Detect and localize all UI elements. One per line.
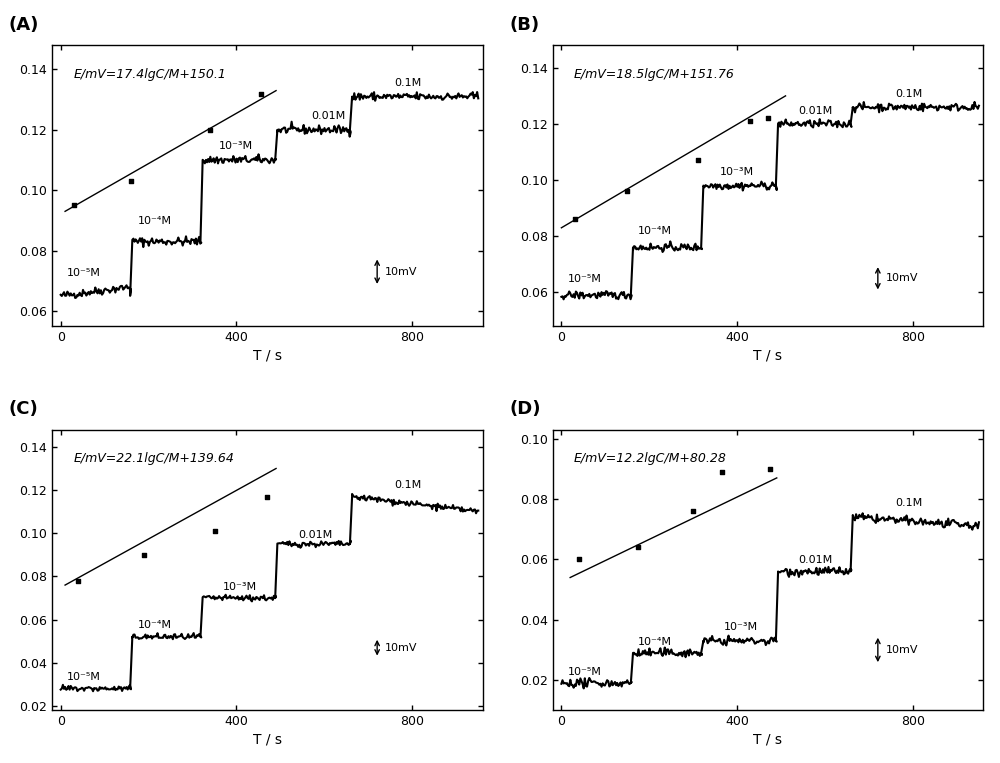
Text: 10mV: 10mV (886, 645, 918, 655)
Text: 10⁻⁵M: 10⁻⁵M (568, 274, 602, 284)
Point (567, 214, 583, 226)
Point (202, 124, 218, 136)
Text: 10⁻⁵M: 10⁻⁵M (67, 268, 101, 278)
Text: 10⁻³M: 10⁻³M (219, 141, 253, 151)
Text: 0.01M: 0.01M (298, 530, 332, 539)
Text: (C): (C) (9, 401, 39, 418)
Point (630, 541, 646, 553)
Point (762, 462, 778, 475)
Text: 0.1M: 0.1M (395, 78, 422, 88)
X-axis label: T / s: T / s (753, 732, 782, 746)
Text: 10⁻⁵M: 10⁻⁵M (568, 667, 602, 677)
Point (66, 199, 82, 211)
Text: (D): (D) (510, 401, 541, 418)
Text: 0.1M: 0.1M (895, 89, 923, 98)
Text: 10⁻⁴M: 10⁻⁴M (138, 217, 172, 227)
Point (619, 185, 635, 198)
Text: 10⁻⁵M: 10⁻⁵M (67, 672, 101, 682)
Text: 10⁻⁴M: 10⁻⁴M (638, 637, 672, 647)
Text: 10⁻⁴M: 10⁻⁴M (638, 226, 672, 237)
Point (760, 112, 776, 124)
Text: 10mV: 10mV (385, 642, 418, 652)
Text: 10⁻⁴M: 10⁻⁴M (138, 620, 172, 630)
Text: E/mV=17.4lgC/M+150.1: E/mV=17.4lgC/M+150.1 (73, 68, 226, 81)
Text: 10mV: 10mV (886, 273, 918, 283)
Text: 10⁻³M: 10⁻³M (223, 581, 257, 591)
Text: 10⁻³M: 10⁻³M (720, 167, 754, 177)
Text: (B): (B) (510, 16, 540, 34)
Text: E/mV=18.5lgC/M+151.76: E/mV=18.5lgC/M+151.76 (574, 68, 735, 81)
X-axis label: T / s: T / s (253, 348, 282, 362)
Point (123, 175, 139, 187)
Point (571, 553, 587, 565)
Point (259, 491, 275, 503)
X-axis label: T / s: T / s (253, 732, 282, 746)
Text: 10mV: 10mV (385, 267, 418, 277)
Text: 0.1M: 0.1M (395, 480, 422, 490)
Text: 0.01M: 0.01M (311, 111, 345, 121)
Point (742, 115, 758, 127)
Text: E/mV=22.1lgC/M+139.64: E/mV=22.1lgC/M+139.64 (73, 452, 234, 465)
Point (685, 505, 701, 517)
Point (690, 154, 706, 166)
Text: 10⁻³M: 10⁻³M (724, 622, 758, 632)
Point (207, 525, 223, 537)
Text: E/mV=12.2lgC/M+80.28: E/mV=12.2lgC/M+80.28 (574, 452, 727, 465)
Text: 0.01M: 0.01M (799, 555, 833, 565)
Text: 0.01M: 0.01M (799, 105, 833, 115)
Text: 0.1M: 0.1M (895, 498, 923, 508)
Point (136, 549, 152, 561)
Point (70, 575, 86, 587)
X-axis label: T / s: T / s (753, 348, 782, 362)
Point (253, 88, 269, 100)
Point (714, 465, 730, 478)
Text: (A): (A) (9, 16, 39, 34)
